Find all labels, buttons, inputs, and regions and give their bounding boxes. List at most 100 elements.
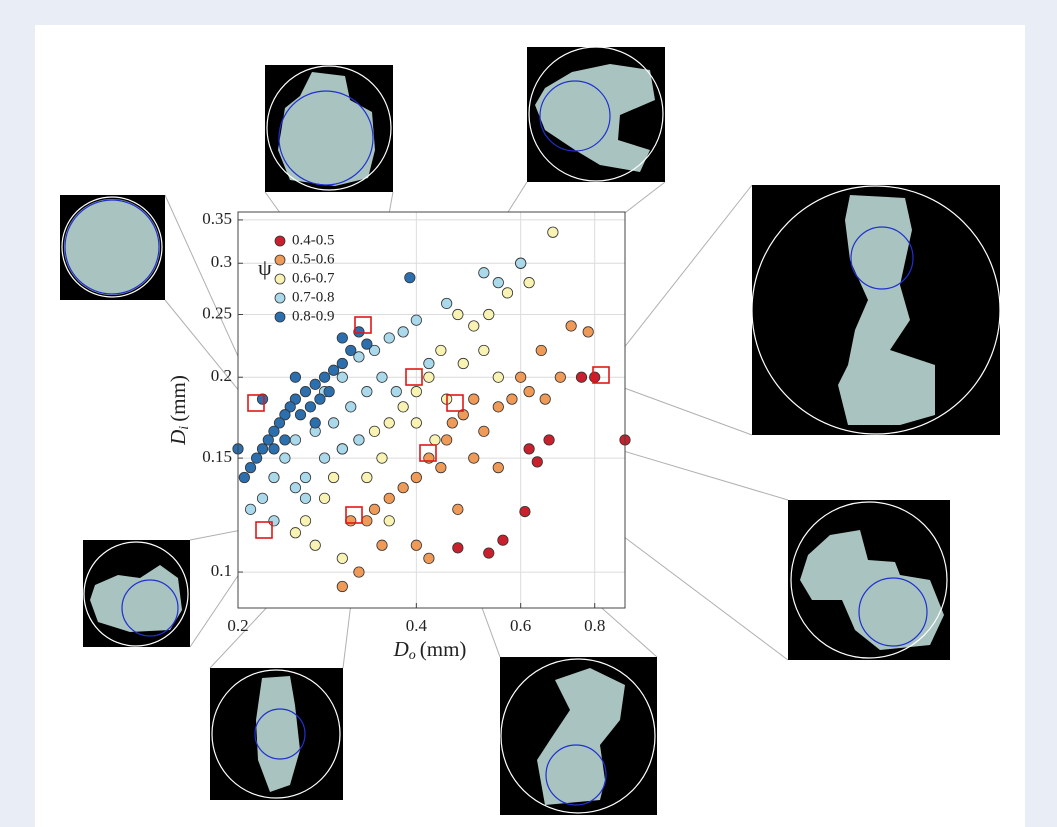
point xyxy=(337,333,347,343)
legend-label: 0.4-0.5 xyxy=(292,232,335,248)
x-tick-label: 0.8 xyxy=(584,616,605,635)
point xyxy=(458,358,468,368)
point xyxy=(300,386,310,396)
legend-label: 0.8-0.9 xyxy=(292,308,335,324)
point xyxy=(369,426,379,436)
point xyxy=(453,543,463,553)
point xyxy=(239,472,249,482)
legend-label: 0.5-0.6 xyxy=(292,251,335,267)
point xyxy=(290,483,300,493)
y-tick-label: 0.3 xyxy=(211,252,232,271)
point xyxy=(310,540,320,550)
point xyxy=(524,444,534,454)
point xyxy=(479,268,489,278)
point xyxy=(589,372,599,382)
point xyxy=(493,277,503,287)
y-axis-label: Di(mm) xyxy=(166,375,192,446)
point xyxy=(257,493,267,503)
point xyxy=(337,358,347,368)
y-tick-label: 0.25 xyxy=(202,303,232,322)
point xyxy=(540,394,550,404)
point xyxy=(555,372,565,382)
point xyxy=(324,386,334,396)
legend-label: 0.7-0.8 xyxy=(292,289,335,305)
x-label-subscript: o xyxy=(409,648,416,663)
point xyxy=(362,339,372,349)
point xyxy=(411,386,421,396)
point xyxy=(453,504,463,514)
legend-title: ψ xyxy=(258,255,272,280)
point xyxy=(319,453,329,463)
point xyxy=(548,227,558,237)
point xyxy=(384,333,394,343)
point xyxy=(310,379,320,389)
point xyxy=(398,327,408,337)
point xyxy=(245,462,255,472)
point xyxy=(479,426,489,436)
point xyxy=(263,435,273,445)
point xyxy=(384,493,394,503)
point xyxy=(398,483,408,493)
point xyxy=(469,394,479,404)
point xyxy=(507,394,517,404)
point xyxy=(310,418,320,428)
figure: Do (mm) Di(mm) ψ 0.4-0.5 0.5-0.6 0.6-0.7 0.7… xyxy=(0,0,1057,827)
point xyxy=(362,516,372,526)
point xyxy=(524,277,534,287)
point xyxy=(290,528,300,538)
inset xyxy=(527,47,665,182)
x-axis-label: Do (mm) xyxy=(393,637,467,663)
point xyxy=(398,402,408,412)
point xyxy=(576,372,586,382)
point xyxy=(515,372,525,382)
point xyxy=(337,581,347,591)
inset xyxy=(788,500,950,660)
point xyxy=(479,345,489,355)
inset xyxy=(210,668,343,800)
point xyxy=(337,444,347,454)
point xyxy=(328,472,338,482)
x-label-symbol: D xyxy=(393,637,409,661)
point xyxy=(328,418,338,428)
point xyxy=(362,386,372,396)
point xyxy=(424,553,434,563)
point xyxy=(441,298,451,308)
point xyxy=(300,516,310,526)
point xyxy=(484,548,494,558)
point xyxy=(319,493,329,503)
point xyxy=(346,516,356,526)
point xyxy=(295,410,305,420)
point xyxy=(447,418,457,428)
point xyxy=(430,435,440,445)
point xyxy=(251,453,261,463)
point xyxy=(257,444,267,454)
point xyxy=(305,402,315,412)
point xyxy=(280,435,290,445)
y-tick-label: 0.15 xyxy=(202,447,232,466)
point xyxy=(524,386,534,396)
point xyxy=(319,372,329,382)
point xyxy=(337,372,347,382)
point xyxy=(384,516,394,526)
point xyxy=(424,372,434,382)
x-label-unit: (mm) xyxy=(420,637,467,661)
x-tick-label: 0.6 xyxy=(510,616,531,635)
point xyxy=(536,345,546,355)
point xyxy=(515,258,525,268)
point xyxy=(544,435,554,445)
y-tick-label: 0.2 xyxy=(211,366,232,385)
inset xyxy=(752,185,1000,435)
point xyxy=(493,402,503,412)
point xyxy=(583,327,593,337)
legend-label: 0.6-0.7 xyxy=(292,270,335,286)
point xyxy=(411,540,421,550)
point xyxy=(532,457,542,467)
point xyxy=(453,309,463,319)
point xyxy=(484,309,494,319)
point xyxy=(411,472,421,482)
inset xyxy=(265,65,393,192)
point xyxy=(436,345,446,355)
point xyxy=(300,472,310,482)
point xyxy=(493,462,503,472)
point xyxy=(502,288,512,298)
